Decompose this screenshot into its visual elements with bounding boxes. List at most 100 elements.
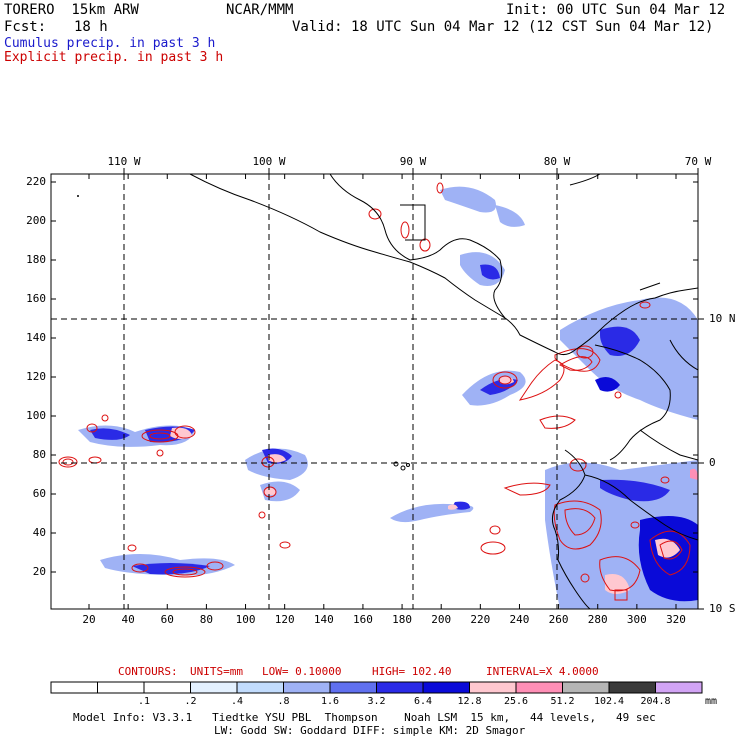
lat-lon-grid <box>51 174 698 609</box>
y-tick-label: 60 <box>32 487 46 500</box>
colorbar-label: .8 <box>277 696 290 707</box>
x-tick-label: 260 <box>548 613 569 626</box>
latitude-label: 0 <box>709 456 716 469</box>
axis-ticks <box>51 168 704 610</box>
x-tick-label: 40 <box>121 613 135 626</box>
island <box>393 461 399 467</box>
x-tick-label: 60 <box>160 613 174 626</box>
valid-time: Valid: 18 UTC Sun 04 Mar 12 (12 CST Sun … <box>292 19 714 35</box>
x-tick-label: 100 <box>235 613 256 626</box>
y-tick-label: 20 <box>32 565 46 578</box>
colorbar-swatch <box>236 681 284 694</box>
contour <box>368 208 382 220</box>
precip-area-amazon <box>690 468 698 480</box>
precip-area-central-america <box>495 205 525 227</box>
y-tick-label: 80 <box>32 448 46 461</box>
contour <box>164 566 206 578</box>
contours-high: HIGH= 102.40 <box>372 665 452 678</box>
colorbar-unit: mm <box>705 696 718 707</box>
island-clipperton <box>77 195 79 197</box>
colorbar-swatch <box>190 681 238 694</box>
island <box>406 463 410 467</box>
x-tick-label: 240 <box>509 613 530 626</box>
colorbar-swatch <box>97 681 145 694</box>
contour <box>569 458 587 472</box>
contour <box>436 182 444 194</box>
model-info-line2: LW: Godd SW: Goddard DIFF: simple KM: 2D… <box>214 724 526 737</box>
precip-area-pacific-center <box>264 487 276 496</box>
border-venezuela <box>669 339 698 371</box>
precip-area-colombia <box>560 297 698 420</box>
y-tick-label: 100 <box>26 409 46 422</box>
colorbar-swatch <box>515 681 563 694</box>
colorbar-swatch <box>329 681 377 694</box>
precip-area-pacific-band <box>90 428 130 440</box>
colorbar-label: 25.6 <box>503 696 529 707</box>
x-tick-label: 320 <box>666 613 686 626</box>
x-tick-label: 140 <box>313 613 334 626</box>
precip-area-amazon <box>600 479 670 502</box>
colorbar-label: 1.6 <box>320 696 340 707</box>
contour <box>258 511 266 519</box>
precip-area-pacific-east <box>448 504 458 510</box>
colorbar-label: 12.8 <box>457 696 482 707</box>
contour <box>614 391 622 399</box>
contours-low: LOW= 0.10000 <box>262 665 342 678</box>
contour <box>639 301 651 309</box>
contour <box>503 482 551 496</box>
colorbar-swatch <box>655 681 703 694</box>
border-peru <box>584 474 698 541</box>
model-info-line1: Model Info: V3.3.1 Tiedtke YSU PBL Thomp… <box>73 711 656 724</box>
cumulus-precip-shading <box>78 186 698 609</box>
latitude-label: 10 S <box>709 602 736 615</box>
colorbar-swatch <box>469 681 517 694</box>
precip-area-central-america <box>440 186 496 213</box>
explicit-precip-contours <box>58 182 691 601</box>
contour <box>58 456 78 468</box>
x-tick-label: 20 <box>82 613 96 626</box>
contour <box>419 238 431 252</box>
y-tick-label: 120 <box>26 370 46 383</box>
contour <box>614 589 628 601</box>
contour <box>649 530 691 576</box>
contour <box>489 525 501 535</box>
contour <box>149 432 171 440</box>
contour <box>279 541 291 549</box>
colorbar-swatch <box>562 681 610 694</box>
x-tick-label: 280 <box>587 613 608 626</box>
coastlines <box>189 174 698 609</box>
org-name: NCAR/MMM <box>226 2 294 18</box>
y-tick-label: 180 <box>26 253 46 266</box>
precip-area-pacific-center <box>260 481 300 502</box>
contours-label: CONTOURS: <box>118 665 178 678</box>
contour <box>263 486 277 498</box>
colorbar-label: .2 <box>184 696 197 707</box>
longitude-label: 80 W <box>543 155 571 168</box>
coastline-colombia <box>594 344 671 461</box>
colorbar-swatch <box>422 681 470 694</box>
galapagos-islands <box>393 461 410 471</box>
contour <box>564 508 596 536</box>
contour <box>599 556 641 592</box>
colorbar-label: 102.4 <box>593 696 625 707</box>
cumulus-legend: Cumulus precip. in past 3 h <box>4 36 216 51</box>
precip-area-pacific-center <box>268 454 286 463</box>
x-tick-label: 300 <box>626 613 647 626</box>
island <box>400 465 406 471</box>
colorbar-label: 3.2 <box>367 696 386 707</box>
colorbar-label: 6.4 <box>413 696 433 707</box>
y-tick-label: 140 <box>26 331 46 344</box>
init-time: Init: 00 UTC Sun 04 Mar 12 <box>506 2 726 18</box>
y-tick-label: 200 <box>26 214 46 227</box>
contour <box>174 425 196 439</box>
contour <box>480 541 506 555</box>
x-tick-label: 120 <box>274 613 295 626</box>
colorbar <box>50 681 703 694</box>
contours-units: UNITS=mm <box>190 665 243 678</box>
contour <box>539 415 576 429</box>
y-tick-label: 220 <box>26 175 46 188</box>
colorbar-swatch <box>376 681 424 694</box>
colorbar-swatch <box>608 681 656 694</box>
longitude-label: 90 W <box>399 155 427 168</box>
x-tick-label: 220 <box>470 613 491 626</box>
